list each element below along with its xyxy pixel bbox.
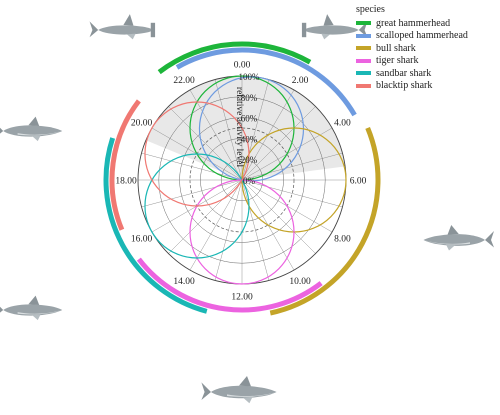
spoke-3 xyxy=(241,106,316,181)
radial-axis-title: relative activity level xyxy=(234,87,244,168)
curve-sandbar-shark xyxy=(144,153,250,259)
legend-label: blacktip shark xyxy=(376,80,433,92)
arc-great-hammerhead xyxy=(157,41,312,75)
legend-label: bull shark xyxy=(376,42,416,54)
angular-tick-10-00: 10.00 xyxy=(289,277,311,287)
legend-swatch xyxy=(356,21,371,26)
spoke-9 xyxy=(241,179,316,254)
legend-label: scalloped hammerhead xyxy=(376,30,468,42)
angular-tick-22-00: 22.00 xyxy=(173,76,195,86)
legend-item-sandbar-shark: sandbar shark xyxy=(356,67,496,80)
arc-scalloped-hammerhead xyxy=(175,47,357,117)
arc-blacktip-shark xyxy=(109,99,141,231)
sandbar-shark-illustration xyxy=(0,295,63,321)
legend-items: great hammerhead scalloped hammerhead bull… xyxy=(356,17,496,92)
legend-item-bull-shark: bull shark xyxy=(356,42,496,55)
legend-title: species xyxy=(356,4,385,15)
angular-tick-8-00: 8.00 xyxy=(334,235,351,245)
spoke-7 xyxy=(241,179,343,208)
legend-item-great-hammerhead: great hammerhead xyxy=(356,17,496,30)
angular-tick-4-00: 4.00 xyxy=(334,119,351,129)
legend: species great hammerhead scalloped hammer… xyxy=(356,4,496,92)
angular-tick-0-00: 0.00 xyxy=(234,61,251,71)
radial-tick-80: 80% xyxy=(241,93,258,103)
radial-tick-labels: 0% 20% 40% 60% 80% 100% xyxy=(239,72,261,186)
spoke-14 xyxy=(189,179,243,271)
spoke-21 xyxy=(168,106,243,181)
activity-arcs xyxy=(103,41,381,316)
arc-tiger-shark xyxy=(136,257,323,313)
radial-tick-20: 20% xyxy=(241,155,258,165)
great-hammerhead-illustration xyxy=(89,14,156,40)
bull-shark-illustration xyxy=(423,225,494,251)
series-curves xyxy=(144,75,347,285)
spoke-15 xyxy=(168,179,243,254)
blacktip-shark-illustration xyxy=(0,116,63,142)
legend-swatch xyxy=(356,46,371,51)
spoke-23 xyxy=(214,79,243,181)
curve-blacktip-shark xyxy=(144,101,250,207)
legend-item-scalloped-hammerhead: scalloped hammerhead xyxy=(356,30,496,43)
legend-swatch xyxy=(356,71,371,76)
arc-sandbar-shark xyxy=(103,137,208,314)
radial-tick-100: 100% xyxy=(239,72,261,82)
angular-tick-18-00: 18.00 xyxy=(115,177,137,187)
angular-tick-2-00: 2.00 xyxy=(292,76,309,86)
spoke-22 xyxy=(189,89,243,181)
spoke-19 xyxy=(141,152,243,181)
angular-tick-14-00: 14.00 xyxy=(173,277,195,287)
angular-tick-20-00: 20.00 xyxy=(131,119,153,129)
legend-label: sandbar shark xyxy=(376,67,432,79)
spoke-1 xyxy=(241,79,270,181)
arc-bull-shark xyxy=(269,127,381,316)
spoke-5 xyxy=(241,152,343,181)
legend-label: great hammerhead xyxy=(376,17,451,29)
spoke-13 xyxy=(214,179,243,281)
radial-tick-40: 40% xyxy=(241,134,258,144)
tiger-shark-illustration xyxy=(201,376,277,404)
legend-item-blacktip-shark: blacktip shark xyxy=(356,80,496,93)
spoke-11 xyxy=(241,179,270,281)
radial-tick-0: 0% xyxy=(243,176,256,186)
legend-swatch xyxy=(356,58,371,63)
angular-tick-labels: 0.00 2.00 4.00 6.00 8.00 10.00 12.00 14.00 16.00… xyxy=(115,61,366,303)
angular-tick-6-00: 6.00 xyxy=(350,177,367,187)
legend-swatch xyxy=(356,33,371,38)
radial-tick-60: 60% xyxy=(241,114,258,124)
legend-item-tiger-shark: tiger shark xyxy=(356,55,496,68)
angular-tick-12-00: 12.00 xyxy=(231,293,253,303)
angular-tick-16-00: 16.00 xyxy=(131,235,153,245)
legend-swatch xyxy=(356,83,371,88)
spoke-17 xyxy=(141,179,243,208)
legend-label: tiger shark xyxy=(376,55,419,67)
